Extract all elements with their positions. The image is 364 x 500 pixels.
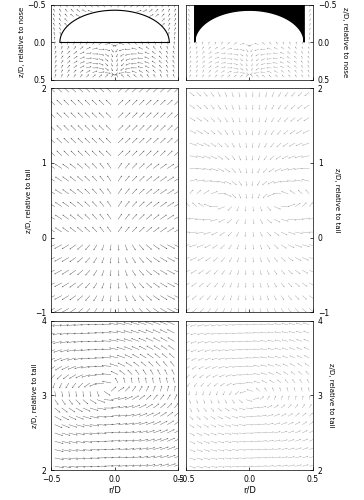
- Y-axis label: z/D, relative to tail: z/D, relative to tail: [32, 363, 39, 428]
- X-axis label: r/D: r/D: [108, 485, 121, 494]
- Y-axis label: z/D, relative to nose: z/D, relative to nose: [341, 7, 348, 78]
- Y-axis label: z/D, relative to tail: z/D, relative to tail: [26, 168, 32, 232]
- Y-axis label: z/D, relative to nose: z/D, relative to nose: [19, 7, 25, 78]
- Y-axis label: z/D, relative to tail: z/D, relative to tail: [334, 168, 340, 232]
- X-axis label: r/D: r/D: [243, 485, 256, 494]
- Polygon shape: [195, 5, 304, 43]
- Y-axis label: z/D, relative to tail: z/D, relative to tail: [328, 363, 334, 428]
